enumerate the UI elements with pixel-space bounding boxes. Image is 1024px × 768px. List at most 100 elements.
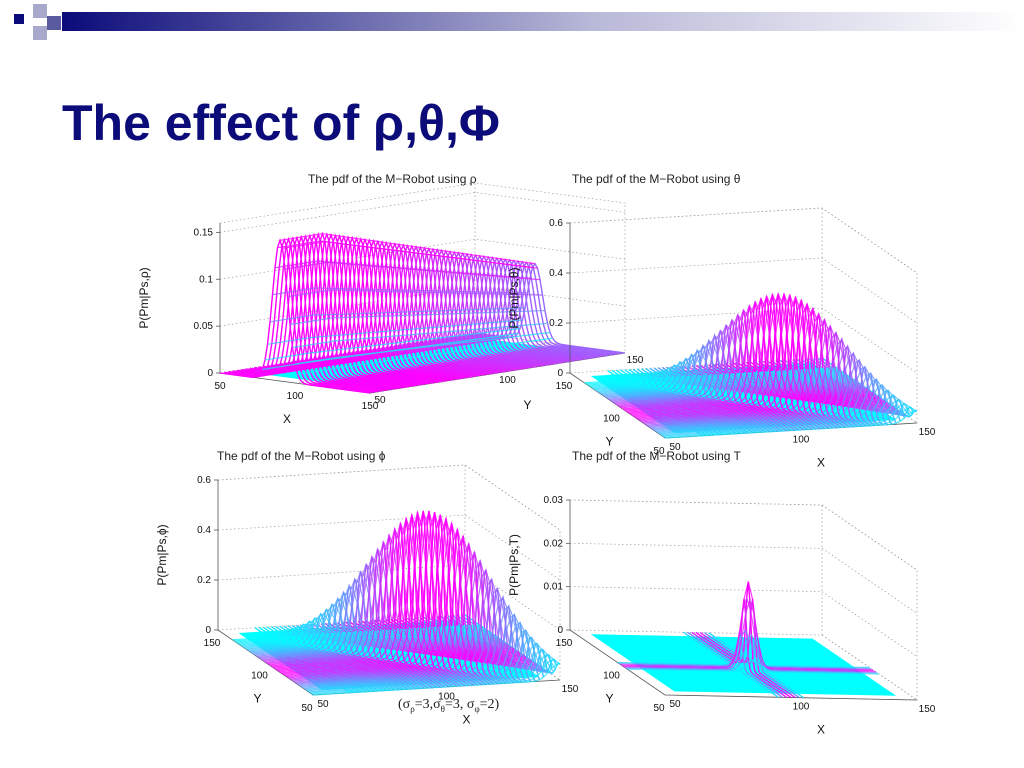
floor-edge bbox=[569, 629, 918, 701]
surface-line bbox=[281, 515, 529, 674]
x-tick-label: 50 bbox=[317, 699, 329, 710]
surface-line bbox=[282, 240, 538, 269]
z-axis-label: P(Pm|Ps,θ) bbox=[507, 267, 521, 328]
z-tick-label: 0.6 bbox=[197, 475, 211, 486]
chart-title: The pdf of the M−Robot using θ bbox=[572, 172, 741, 186]
z-gridline bbox=[569, 307, 918, 374]
surface-line bbox=[297, 596, 545, 685]
y-tick-label: 50 bbox=[374, 395, 386, 406]
chart-panel-rho: The pdf of the M−Robot using ρ 0 0.05 0.1 0.… bbox=[100, 163, 644, 438]
surface-line bbox=[641, 324, 894, 423]
surface-line bbox=[295, 587, 543, 684]
surface-line bbox=[294, 331, 551, 365]
chart-panel-phi: The pdf of the M−Robot using ϕ 0 0.2 0.4 0.6… bbox=[100, 440, 579, 727]
surface-line bbox=[657, 389, 910, 434]
surface-line bbox=[634, 302, 887, 418]
z-axis-label: P(Pm|Ps,ϕ) bbox=[155, 524, 169, 585]
x-tick-label: 100 bbox=[438, 692, 455, 703]
surface-line bbox=[267, 526, 515, 665]
y-tick-label: 100 bbox=[251, 671, 268, 682]
z-tick-label: 0.4 bbox=[197, 525, 211, 536]
deco-square-mid bbox=[47, 16, 61, 30]
surface-line bbox=[308, 648, 556, 693]
surface-line bbox=[287, 289, 543, 298]
axis-ticks: 150 100 50 50 100 150 bbox=[556, 638, 936, 715]
chart-panel-theta: The pdf of the M−Robot using θ 0 0.2 0.4 0.6… bbox=[452, 163, 936, 470]
z-tick-label: 0.01 bbox=[544, 582, 564, 593]
surface-line bbox=[625, 633, 878, 674]
surface-line bbox=[619, 304, 872, 408]
z-tick-label: 0.02 bbox=[544, 538, 564, 549]
z-tick-label: 0.2 bbox=[549, 318, 563, 329]
surface-line bbox=[652, 372, 905, 430]
axis-ticks: 150 100 50 50 100 150 bbox=[556, 381, 936, 457]
deco-square-navy bbox=[14, 14, 24, 24]
surface-floor bbox=[244, 336, 601, 390]
x-axis-label: X bbox=[817, 456, 825, 470]
z-gridline bbox=[569, 499, 918, 571]
z-gridline bbox=[217, 564, 561, 631]
surface-line bbox=[289, 550, 537, 680]
y-tick-label: 100 bbox=[499, 375, 516, 386]
z-tick-label: 0.1 bbox=[199, 274, 213, 285]
surface-floor bbox=[590, 634, 897, 696]
surface-line bbox=[617, 308, 870, 407]
surface-chart-phi: The pdf of the M−Robot using ϕ 0 0.2 0.4 0.6… bbox=[155, 449, 579, 727]
y-axis-label: Y bbox=[605, 435, 613, 449]
footnote-sub-phi: φ bbox=[474, 703, 480, 714]
surface-line bbox=[303, 629, 551, 690]
surface-line bbox=[279, 233, 536, 265]
chart-title: The pdf of the M−Robot using ρ bbox=[308, 172, 477, 186]
surface-line bbox=[268, 520, 516, 666]
surface-chart-theta: The pdf of the M−Robot using θ 0 0.2 0.4 0.6… bbox=[507, 172, 936, 470]
surface-line bbox=[306, 642, 555, 692]
surface-line bbox=[249, 603, 497, 653]
surface-line bbox=[596, 367, 849, 392]
sigma-parameters-note: (σρ=3,σθ=3, σφ=2) bbox=[398, 697, 499, 714]
y-tick-label: 150 bbox=[204, 638, 221, 649]
y-tick-label: 50 bbox=[653, 446, 665, 457]
surface-line bbox=[664, 410, 918, 439]
z-tick-label: 0 bbox=[207, 368, 213, 379]
surface bbox=[219, 231, 626, 394]
surface-line bbox=[609, 334, 862, 401]
surface-line bbox=[587, 369, 840, 386]
surface-line bbox=[254, 585, 502, 656]
x-tick-label: 100 bbox=[793, 702, 810, 713]
surface-line bbox=[289, 309, 546, 326]
surface-line bbox=[598, 364, 851, 394]
y-tick-label: 150 bbox=[627, 355, 644, 366]
surface-line bbox=[658, 394, 912, 435]
surface-line bbox=[615, 313, 868, 405]
x-tick-label: 100 bbox=[793, 435, 810, 446]
x-tick-label: 100 bbox=[287, 391, 304, 402]
surface-line bbox=[650, 366, 903, 429]
z-tick-label: 0 bbox=[205, 625, 211, 636]
surface-line bbox=[626, 291, 880, 413]
axis-ticks: 150 100 50 50 100 150 bbox=[204, 638, 579, 714]
z-axis-label: P(Pm|Ps,T) bbox=[507, 534, 521, 596]
y-tick-label: 150 bbox=[556, 381, 573, 392]
surface-line bbox=[297, 337, 553, 375]
z-gridline bbox=[217, 464, 561, 531]
surface-line bbox=[620, 595, 873, 671]
surface bbox=[590, 581, 897, 699]
surface-line bbox=[260, 555, 508, 660]
surface-chart-rho: The pdf of the M−Robot using ρ 0 0.05 0.1 0.… bbox=[137, 172, 644, 426]
footnote-open: (σ bbox=[398, 697, 411, 712]
x-tick-label: 150 bbox=[919, 704, 936, 715]
deco-square-light bbox=[33, 26, 47, 40]
surface-line bbox=[645, 345, 899, 426]
y-axis-label: Y bbox=[605, 692, 613, 706]
footnote-value-1: =3,σ bbox=[414, 697, 441, 712]
surface-line bbox=[626, 659, 880, 675]
surface-line bbox=[284, 261, 541, 281]
surface-line bbox=[630, 293, 883, 415]
footnote-value-3: =2) bbox=[479, 697, 500, 712]
z-gridline bbox=[569, 542, 918, 614]
z-tick-label: 0.05 bbox=[194, 321, 214, 332]
slide-title: The effect of ρ,θ,Φ bbox=[62, 95, 500, 151]
surface-line bbox=[653, 378, 906, 431]
surface-line bbox=[649, 359, 902, 428]
